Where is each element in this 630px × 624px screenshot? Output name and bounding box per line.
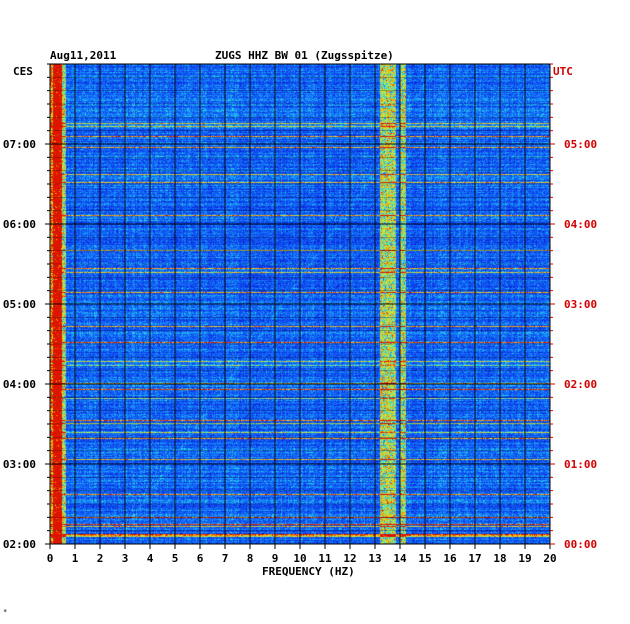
y-tick-label-right: 05:00 — [564, 138, 597, 151]
x-tick-label: 11 — [318, 552, 332, 565]
axis-ticks — [45, 63, 555, 549]
y-tick-label-right: 02:00 — [564, 378, 597, 391]
x-tick-label: 15 — [418, 552, 431, 565]
y-tick-label-left: 02:00 — [3, 538, 36, 551]
x-tick-label: 14 — [393, 552, 407, 565]
x-tick-label: 1 — [72, 552, 79, 565]
y-tick-label-left: 04:00 — [3, 378, 36, 391]
left-timezone-label: CES — [13, 65, 33, 78]
x-tick-label: 16 — [443, 552, 457, 565]
x-tick-label: 20 — [543, 552, 556, 565]
y-tick-label-left: 05:00 — [3, 298, 36, 311]
y-tick-label-right: 00:00 — [564, 538, 597, 551]
x-tick-label: 13 — [368, 552, 381, 565]
grid-lines — [49, 63, 551, 545]
x-axis-label: FREQUENCY (HZ) — [262, 565, 355, 578]
right-timezone-label: UTC — [553, 65, 573, 78]
x-tick-label: 6 — [197, 552, 204, 565]
x-tick-label: 12 — [343, 552, 356, 565]
x-tick-label: 2 — [97, 552, 104, 565]
station-title: ZUGS HHZ BW 01 (Zugsspitze) — [215, 49, 394, 62]
footer-mark: * — [3, 608, 8, 616]
y-tick-label-right: 01:00 — [564, 458, 597, 471]
x-tick-label: 18 — [493, 552, 506, 565]
x-tick-label: 4 — [147, 552, 154, 565]
y-tick-label-right: 04:00 — [564, 218, 597, 231]
x-tick-label: 10 — [293, 552, 306, 565]
x-tick-label: 8 — [247, 552, 254, 565]
x-tick-label: 17 — [468, 552, 481, 565]
x-tick-label: 0 — [47, 552, 54, 565]
x-tick-label: 5 — [172, 552, 179, 565]
y-tick-label-left: 03:00 — [3, 458, 36, 471]
y-tick-label-right: 03:00 — [564, 298, 597, 311]
x-tick-label: 3 — [122, 552, 129, 565]
y-tick-label-left: 07:00 — [3, 138, 36, 151]
y-tick-label-left: 06:00 — [3, 218, 36, 231]
date-label: Aug11,2011 — [50, 49, 117, 62]
x-tick-label: 9 — [272, 552, 279, 565]
x-tick-label: 19 — [518, 552, 531, 565]
x-tick-label: 7 — [222, 552, 229, 565]
